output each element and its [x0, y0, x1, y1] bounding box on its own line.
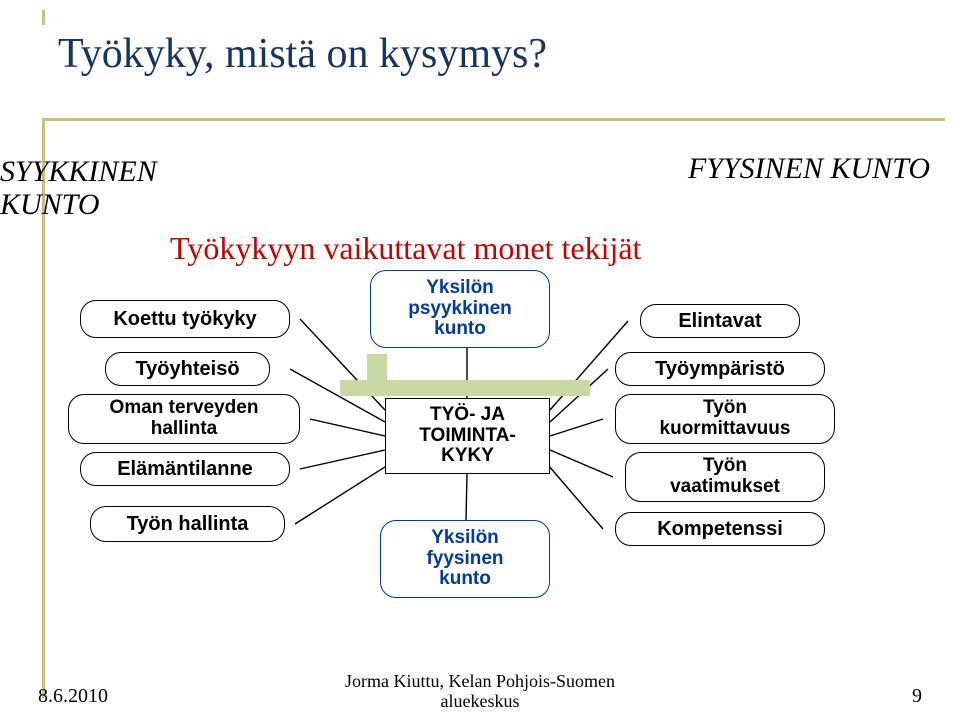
diagram-node: Yksilönpsyykkinenkunto	[370, 270, 550, 348]
diagram-node: Elämäntilanne	[80, 452, 290, 486]
subtitle: Työkykyyn vaikuttavat monet tekijät	[170, 230, 641, 267]
diagram-node: Yksilönfyysinenkunto	[380, 520, 550, 598]
footer-line2: aluekeskus	[441, 691, 520, 711]
diagram-node: Kompetenssi	[615, 512, 825, 546]
footer-page-number: 9	[912, 685, 922, 708]
diagram-node: Työyhteisö	[105, 352, 270, 386]
footer-author: Jorma Kiuttu, Kelan Pohjois-Suomen aluek…	[0, 671, 960, 712]
page-title: Työkyky, mistä on kysymys?	[58, 30, 547, 78]
corner-label-left-1: SYYKKINEN	[0, 155, 157, 188]
corner-label-right: FYYSINEN KUNTO	[688, 152, 930, 186]
diagram-node: Työnvaatimukset	[625, 452, 825, 502]
footer-line1: Jorma Kiuttu, Kelan Pohjois-Suomen	[345, 671, 615, 691]
diagram-stage: Koettu työkyky Työyhteisö Oman terveydenha…	[0, 290, 960, 670]
diagram-node: Koettu työkyky	[80, 300, 290, 338]
rule-segment-horizontal	[45, 118, 945, 121]
corner-label-left: SYYKKINEN KUNTO	[0, 155, 157, 221]
green-strip-horizontal	[340, 380, 590, 396]
diagram-center: TYÖ- JATOIMINTA-KYKY	[385, 398, 550, 474]
diagram-node: Työnkuormittavuus	[615, 394, 835, 444]
corner-label-left-2: KUNTO	[0, 188, 157, 221]
diagram-node: Oman terveydenhallinta	[68, 394, 300, 444]
diagram-node: Työn hallinta	[90, 506, 285, 542]
diagram-node: Työympäristö	[615, 352, 825, 386]
diagram-node: Elintavat	[640, 304, 800, 338]
rule-segment-top	[42, 10, 45, 25]
